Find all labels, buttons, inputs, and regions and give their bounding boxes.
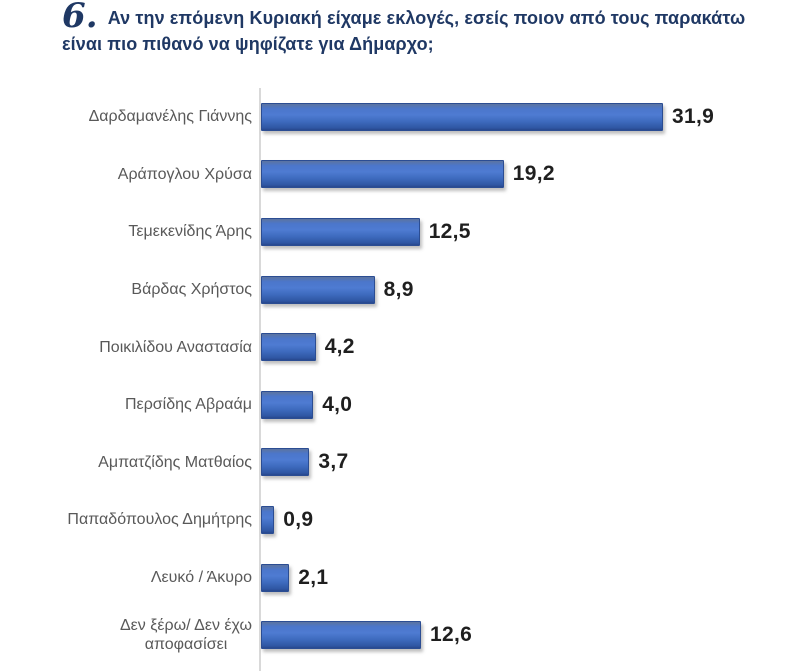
value-label: 0,9 bbox=[283, 507, 314, 531]
page-title: 6. Αν την επόμενη Κυριακή είχαμε εκλογές,… bbox=[62, 0, 762, 57]
chart-row: Δεν ξέρω/ Δεν έχω αποφασίσει 12,6 bbox=[0, 606, 800, 664]
bar-track: 8,9 bbox=[261, 261, 800, 319]
bar-track: 31,9 bbox=[261, 88, 800, 146]
bar bbox=[261, 563, 290, 592]
bar bbox=[261, 505, 275, 534]
category-label: Αράπογλου Χρύσα bbox=[0, 165, 252, 184]
y-axis-line bbox=[259, 88, 261, 671]
category-label-text: Δεν ξέρω/ Δεν έχω αποφασίσει bbox=[119, 617, 252, 654]
category-label: Ποικιλίδου Αναστασία bbox=[0, 338, 252, 357]
value-label: 31,9 bbox=[672, 104, 715, 128]
value-label: 4,0 bbox=[322, 392, 353, 416]
category-label: Περσίδης Αβραάμ bbox=[0, 395, 252, 414]
chart-row: Περσίδης Αβραάμ 4,0 bbox=[0, 376, 800, 434]
bar-track: 2,1 bbox=[261, 549, 800, 607]
chart-row: Αμπατζίδης Ματθαίος 3,7 bbox=[0, 434, 800, 492]
category-label-text: Αράπογλου Χρύσα bbox=[117, 165, 252, 183]
category-label: Αμπατζίδης Ματθαίος bbox=[0, 453, 252, 472]
question-text: Αν την επόμενη Κυριακή είχαμε εκλογές, ε… bbox=[62, 8, 746, 54]
chart-row: Δαρδαμανέλης Γιάννης 31,9 bbox=[0, 88, 800, 146]
category-label: Δαρδαμανέλης Γιάννης bbox=[0, 107, 252, 126]
category-label: Παπαδόπουλος Δημήτρης bbox=[0, 510, 252, 529]
chart-row: Βάρδας Χρήστος 8,9 bbox=[0, 261, 800, 319]
bar-track: 12,6 bbox=[261, 606, 800, 664]
category-label-text: Παπαδόπουλος Δημήτρης bbox=[67, 511, 252, 529]
category-label-text: Βάρδας Χρήστος bbox=[131, 281, 252, 299]
chart-row: Αράπογλου Χρύσα 19,2 bbox=[0, 146, 800, 204]
bar-track: 3,7 bbox=[261, 434, 800, 492]
category-label-text: Δαρδαμανέλης Γιάννης bbox=[88, 108, 252, 126]
bar bbox=[261, 217, 420, 246]
bar-track: 0,9 bbox=[261, 491, 800, 549]
value-label: 19,2 bbox=[512, 162, 555, 186]
chart-rows: Δαρδαμανέλης Γιάννης 31,9 Αράπογλου Χρύσ… bbox=[0, 88, 800, 664]
bar bbox=[261, 275, 375, 304]
chart-row: Ποικιλίδου Αναστασία 4,2 bbox=[0, 318, 800, 376]
bar bbox=[261, 448, 310, 477]
value-label: 4,2 bbox=[324, 335, 355, 359]
value-label: 3,7 bbox=[318, 450, 349, 474]
chart-row: Λευκό / Άκυρο 2,1 bbox=[0, 549, 800, 607]
value-label: 12,5 bbox=[428, 219, 471, 243]
chart-row: Παπαδόπουλος Δημήτρης 0,9 bbox=[0, 491, 800, 549]
bar-track: 4,0 bbox=[261, 376, 800, 434]
category-label-text: Ποικιλίδου Αναστασία bbox=[99, 338, 252, 356]
category-label: Λευκό / Άκυρο bbox=[0, 568, 252, 587]
bar-chart: Δαρδαμανέλης Γιάννης 31,9 Αράπογλου Χρύσ… bbox=[0, 88, 800, 671]
bar bbox=[261, 160, 504, 189]
category-label: Δεν ξέρω/ Δεν έχω αποφασίσει bbox=[0, 616, 252, 654]
value-label: 8,9 bbox=[383, 277, 414, 301]
category-label: Τεμεκενίδης Άρης bbox=[0, 222, 252, 241]
chart-row: Τεμεκενίδης Άρης 12,5 bbox=[0, 203, 800, 261]
value-label: 2,1 bbox=[298, 565, 329, 589]
bar-track: 4,2 bbox=[261, 318, 800, 376]
question-number: 6. bbox=[62, 0, 98, 36]
bar bbox=[261, 102, 663, 131]
category-label-text: Περσίδης Αβραάμ bbox=[125, 396, 252, 414]
category-label: Βάρδας Χρήστος bbox=[0, 280, 252, 299]
category-label-text: Αμπατζίδης Ματθαίος bbox=[98, 453, 252, 471]
bar-track: 12,5 bbox=[261, 203, 800, 261]
bar-track: 19,2 bbox=[261, 146, 800, 204]
category-label-text: Τεμεκενίδης Άρης bbox=[128, 223, 252, 241]
bar bbox=[261, 621, 421, 650]
category-label-text: Λευκό / Άκυρο bbox=[150, 569, 252, 587]
bar bbox=[261, 333, 316, 362]
value-label: 12,6 bbox=[430, 623, 473, 647]
bar bbox=[261, 390, 314, 419]
